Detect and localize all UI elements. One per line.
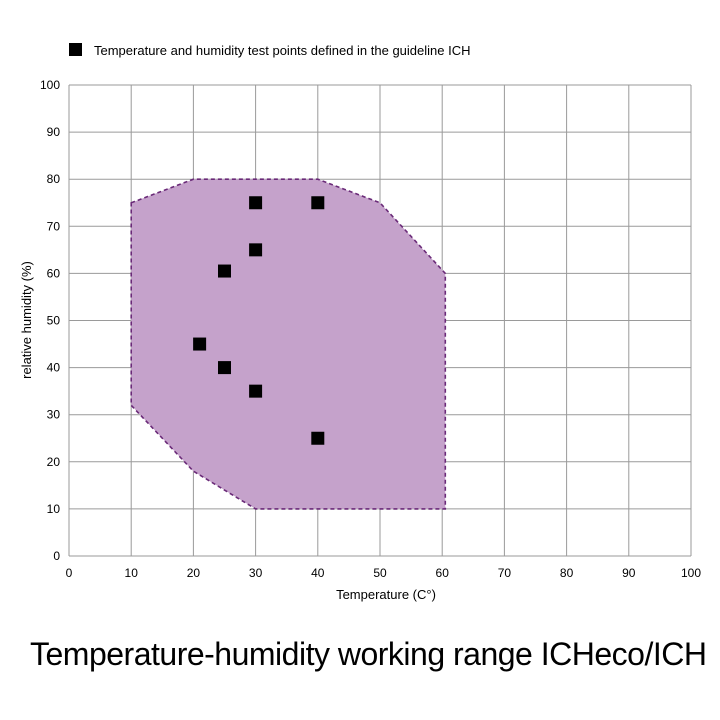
chart: 0 10 20 30 40 50 60 70 80 90 100 0 10 20 30 40 50 60 70 80 9… [19,43,701,602]
y-tick-label: 60 [47,266,61,280]
test-point [249,384,263,398]
x-tick-label: 90 [622,566,636,580]
y-tick-label: 20 [47,455,61,469]
test-point [311,431,325,445]
x-tick-label: 10 [125,566,139,580]
x-tick-label: 100 [681,566,701,580]
y-tick-label: 50 [47,314,61,328]
x-tick-label: 30 [249,566,263,580]
tick-labels: 0 10 20 30 40 50 60 70 80 90 100 0 10 20 30 40 50 60 70 80 9… [40,78,701,580]
test-point [249,196,263,210]
x-axis-title: Temperature (C°) [336,587,436,602]
legend-marker [69,43,82,56]
x-tick-label: 40 [311,566,325,580]
working-range-area [130,178,447,510]
test-point [249,243,263,257]
test-point [311,196,325,210]
working-range-polygon [130,178,447,510]
x-tick-label: 60 [436,566,450,580]
test-point [193,337,207,351]
x-tick-label: 20 [187,566,201,580]
y-tick-label: 10 [47,502,61,516]
legend-label: Temperature and humidity test points def… [94,43,471,58]
x-tick-label: 70 [498,566,512,580]
test-point [218,361,231,375]
y-tick-label: 70 [47,219,61,233]
x-tick-label: 80 [560,566,574,580]
y-tick-label: 80 [47,172,61,186]
y-tick-label: 40 [47,361,61,375]
y-tick-label: 30 [47,408,61,422]
x-tick-label: 0 [66,566,73,580]
chart-caption: Temperature-humidity working range ICHec… [30,636,707,672]
test-points [193,196,325,445]
y-axis-title: relative humidity (%) [19,261,34,379]
y-tick-label: 0 [53,549,60,563]
y-tick-label: 100 [40,78,60,92]
legend: Temperature and humidity test points def… [69,43,471,58]
test-point [218,264,231,278]
x-tick-label: 50 [373,566,387,580]
y-tick-label: 90 [47,125,61,139]
